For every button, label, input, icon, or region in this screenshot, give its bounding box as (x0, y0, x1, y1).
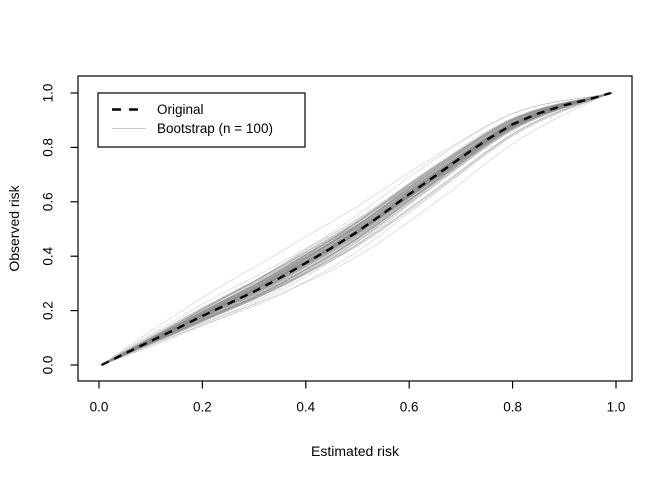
x-tick-label: 0.6 (400, 400, 419, 415)
bootstrap-curve (100, 93, 608, 366)
bootstrap-curve (100, 92, 610, 366)
bootstrap-curve (100, 92, 611, 366)
bootstrap-curve (100, 92, 613, 366)
y-axis: 0.0 0.2 0.4 0.6 0.8 1.0 (41, 84, 78, 375)
bootstrap-curve (100, 93, 608, 366)
bootstrap-curve (100, 93, 609, 366)
bootstrap-curve (100, 92, 610, 366)
original-curve (101, 91, 612, 367)
x-axis: 0.0 0.2 0.4 0.6 0.8 1.0 (90, 381, 626, 415)
bootstrap-curve (100, 92, 613, 366)
bootstrap-curve (100, 92, 611, 366)
bootstrap-curve (100, 92, 610, 366)
plot-box (77, 75, 633, 382)
bootstrap-curve (100, 93, 608, 366)
bootstrap-curve (100, 93, 609, 366)
bootstrap-curve (100, 92, 613, 366)
bootstrap-curve (100, 93, 608, 366)
bootstrap-curve (100, 93, 610, 366)
x-tick-label: 1.0 (607, 400, 626, 415)
y-tick-label: 0.6 (41, 192, 56, 211)
bootstrap-curve (100, 93, 607, 366)
x-tick-label: 0.4 (296, 400, 315, 415)
bootstrap-curve (100, 92, 611, 366)
bootstrap-curve (100, 92, 612, 366)
x-axis-title: Estimated risk (311, 443, 400, 459)
bootstrap-curve (100, 92, 613, 366)
bootstrap-curve (100, 92, 612, 366)
bootstrap-curve (100, 93, 610, 366)
bootstrap-curve (100, 93, 609, 366)
bootstrap-curve (100, 92, 612, 366)
bootstrap-curve (100, 92, 612, 366)
y-tick-label: 0.8 (41, 138, 56, 157)
bootstrap-curve (100, 93, 608, 366)
bootstrap-curve (100, 92, 612, 366)
legend: Original Bootstrap (n = 100) (97, 92, 306, 148)
legend-label-original: Original (157, 102, 204, 117)
legend-label-bootstrap: Bootstrap (n = 100) (157, 121, 273, 136)
bootstrap-curve (100, 92, 611, 366)
bootstrap-curve (100, 92, 611, 366)
x-tick-label: 0.2 (193, 400, 212, 415)
bootstrap-curve (100, 93, 608, 366)
bootstrap-curve (100, 93, 609, 366)
bootstrap-curve (100, 92, 612, 366)
bootstrap-curve (100, 93, 609, 366)
bootstrap-curve (100, 92, 612, 366)
bootstrap-curve (100, 92, 611, 366)
bootstrap-curve (100, 92, 613, 366)
bootstrap-curve (100, 93, 608, 366)
bootstrap-curve (100, 93, 608, 366)
bootstrap-curve (100, 92, 610, 366)
y-tick-label: 0.0 (41, 356, 56, 375)
bootstrap-curve (100, 93, 609, 366)
y-tick-label: 0.2 (41, 301, 56, 320)
bootstrap-curve (100, 93, 609, 366)
bootstrap-curve (100, 92, 612, 366)
bootstrap-curve (100, 92, 611, 366)
bootstrap-curve (100, 93, 608, 366)
bootstrap-curve (100, 93, 608, 366)
bootstrap-curve (100, 92, 611, 366)
bootstrap-curve (100, 93, 609, 366)
bootstrap-curve (100, 92, 611, 366)
bootstrap-curve (100, 92, 612, 366)
bootstrap-curve (100, 93, 608, 366)
bootstrap-curve (100, 93, 608, 366)
bootstrap-curve (100, 92, 613, 366)
y-tick-label: 1.0 (41, 84, 56, 103)
bootstrap-curve (100, 93, 607, 366)
bootstrap-curve (100, 93, 609, 366)
bootstrap-curve (100, 92, 611, 366)
x-tick-label: 0.8 (503, 400, 522, 415)
bootstrap-curve (100, 92, 612, 366)
y-tick-label: 0.4 (41, 246, 56, 265)
y-axis-title: Observed risk (6, 184, 22, 271)
bootstrap-curve (100, 93, 609, 366)
x-tick-label: 0.0 (90, 400, 109, 415)
bootstrap-curve (100, 93, 608, 366)
bootstrap-curve (100, 92, 612, 366)
legend-box (97, 92, 306, 148)
bootstrap-curve (100, 93, 609, 366)
bootstrap-curve (100, 92, 613, 366)
bootstrap-curve (100, 93, 609, 366)
bootstrap-curve (100, 92, 610, 366)
bootstrap-curve (100, 92, 613, 366)
